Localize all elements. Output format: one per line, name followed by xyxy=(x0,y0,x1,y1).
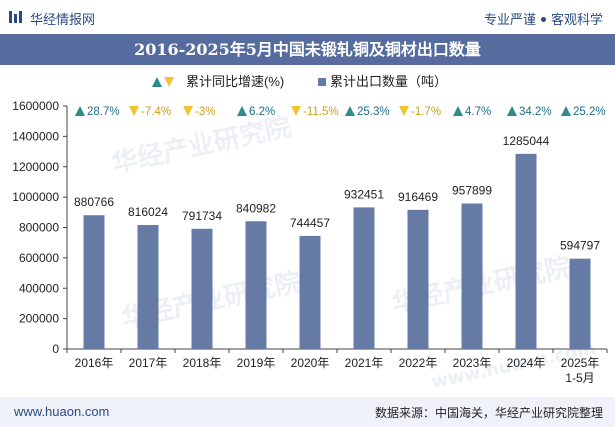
x-tick-label: 2016年 xyxy=(75,356,114,370)
growth-label: -7.4% xyxy=(141,106,171,118)
x-tick-label: 2023年 xyxy=(453,356,492,370)
legend-up-triangle-icon xyxy=(152,77,162,87)
growth-label: -11.5% xyxy=(303,106,339,118)
y-tick-label: 800000 xyxy=(19,221,59,235)
chart-legend: 累计同比增速(%) 累计出口数量（吨） xyxy=(0,73,615,91)
x-tick-label: 2020年 xyxy=(291,356,330,370)
y-tick-label: 0 xyxy=(52,342,59,356)
bar xyxy=(569,258,591,349)
y-tick-label: 600000 xyxy=(19,251,59,265)
growth-label: -1.7% xyxy=(411,106,441,118)
growth-label: 25.3% xyxy=(357,106,390,118)
growth-label: 25.2% xyxy=(573,106,606,118)
top-bar: 华经情报网 专业严谨 客观科学 xyxy=(0,0,615,34)
y-tick-label: 1600000 xyxy=(12,99,59,113)
slogan: 专业严谨 客观科学 xyxy=(484,9,603,28)
y-tick-label: 400000 xyxy=(19,281,59,295)
growth-up-marker xyxy=(507,106,517,116)
bar-value-label: 594797 xyxy=(560,239,600,253)
x-tick-label: 2018年 xyxy=(183,356,222,370)
legend-volume-label: 累计出口数量（吨） xyxy=(330,74,448,89)
slogan-a: 专业严谨 xyxy=(483,12,536,27)
bar xyxy=(353,207,375,349)
legend-growth-label: 累计同比增速(%) xyxy=(186,74,285,89)
bar xyxy=(191,228,213,349)
title-bar: 2016-2025年5月中国未锻轧铜及铜材出口数量 xyxy=(0,34,615,65)
bar xyxy=(83,215,105,349)
bar xyxy=(299,235,321,349)
x-tick-label: 2022年 xyxy=(399,356,438,370)
growth-down-marker xyxy=(399,106,409,116)
bar-value-label: 957899 xyxy=(452,184,492,198)
x-tick-label: 2021年 xyxy=(345,356,384,370)
bar-value-label: 916469 xyxy=(398,190,438,204)
bar-value-label: 840982 xyxy=(236,201,276,215)
x-tick-label: 2019年 xyxy=(237,356,276,370)
y-tick-label: 200000 xyxy=(19,312,59,326)
growth-up-marker xyxy=(237,106,247,116)
bar xyxy=(245,221,267,349)
x-tick-label: 1-5月 xyxy=(565,371,594,385)
bar xyxy=(461,203,483,349)
growth-up-marker xyxy=(561,106,571,116)
growth-down-marker xyxy=(129,106,139,116)
y-tick-label: 1200000 xyxy=(12,160,59,174)
dot-icon xyxy=(540,17,546,22)
x-tick-label: 2024年 xyxy=(507,356,546,370)
legend-bar-swatch xyxy=(318,78,326,86)
bar-value-label: 880766 xyxy=(74,195,114,209)
growth-label: -3% xyxy=(195,106,215,118)
bar-value-label: 791734 xyxy=(182,209,222,223)
bar xyxy=(515,153,537,349)
data-source: 数据来源：中国海关，华经产业研究院整理 xyxy=(374,406,603,420)
growth-down-marker xyxy=(291,106,301,116)
growth-label: 28.7% xyxy=(87,106,120,118)
huajing-logo-icon xyxy=(9,11,22,23)
bar xyxy=(137,225,159,349)
bar-value-label: 1285044 xyxy=(503,134,550,148)
bar-value-label: 744457 xyxy=(290,216,330,230)
legend-down-triangle-icon xyxy=(164,77,174,87)
footer: www.huaon.com 数据来源：中国海关，华经产业研究院整理 xyxy=(0,397,615,427)
y-tick-label: 1000000 xyxy=(12,190,59,204)
growth-up-marker xyxy=(345,106,355,116)
bar-value-label: 816024 xyxy=(128,205,168,219)
site-url: www.huaon.com xyxy=(14,404,110,419)
chart-title: 2016-2025年5月中国未锻轧铜及铜材出口数量 xyxy=(134,40,481,59)
x-tick-label: 2025年 xyxy=(561,356,600,370)
growth-up-marker xyxy=(75,106,85,116)
bar-value-label: 932451 xyxy=(344,187,384,201)
x-tick-label: 2017年 xyxy=(129,356,168,370)
bar xyxy=(407,209,429,349)
bar-chart: 0 200000 400000 600000 800000 1000000 1200000 1… xyxy=(12,99,608,385)
growth-label: 34.2% xyxy=(519,106,552,118)
brand-name: 华经情报网 xyxy=(30,12,96,27)
growth-up-marker xyxy=(453,106,463,116)
slogan-b: 客观科学 xyxy=(550,12,603,27)
growth-label: 4.7% xyxy=(465,106,491,118)
y-tick-label: 1400000 xyxy=(12,129,59,143)
growth-down-marker xyxy=(183,106,193,116)
growth-label: 6.2% xyxy=(249,106,275,118)
